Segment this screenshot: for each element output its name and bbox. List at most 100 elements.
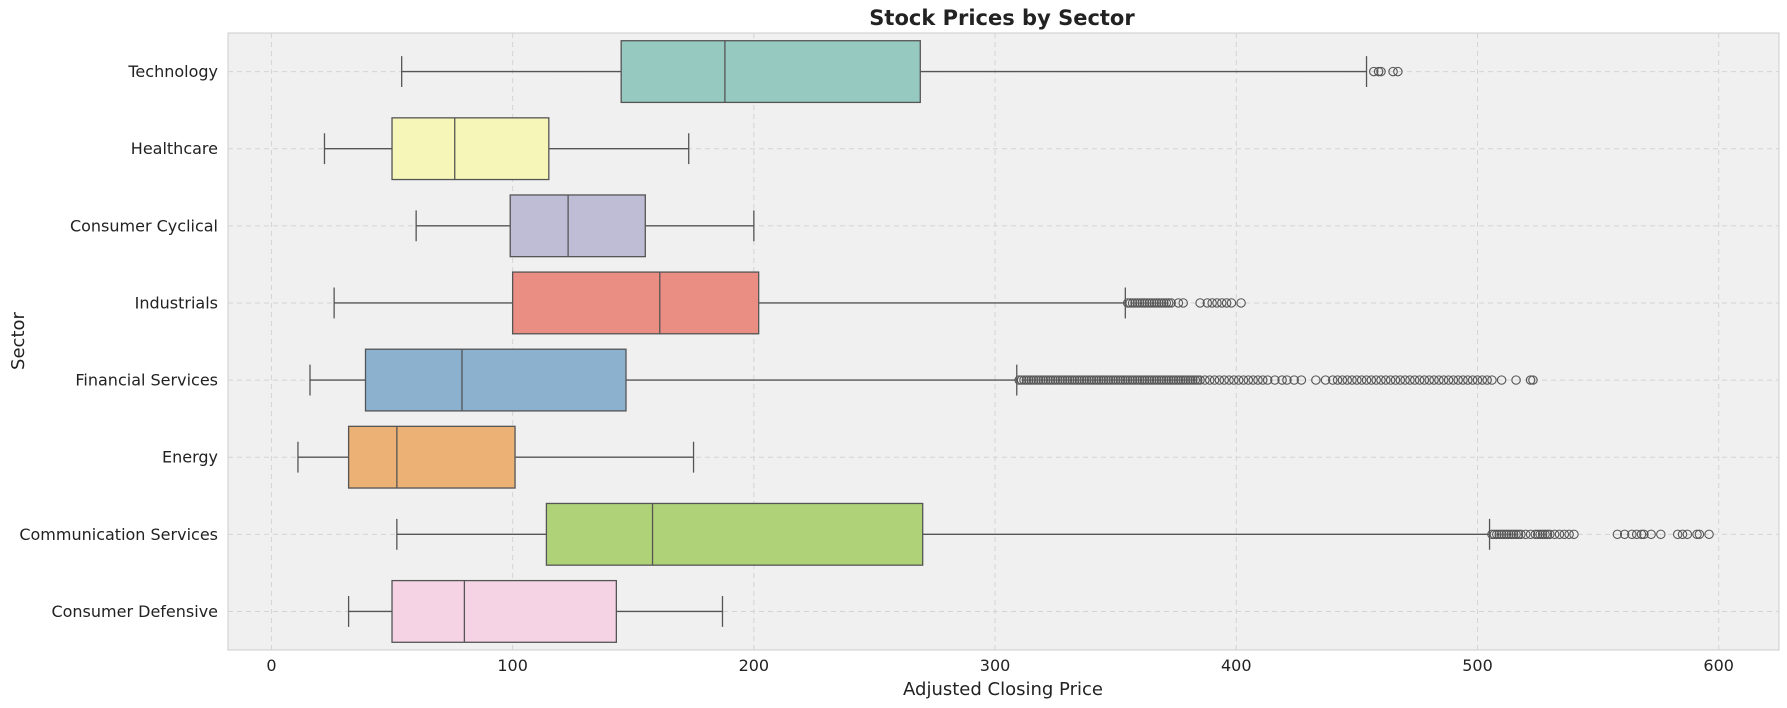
outlier-point xyxy=(1067,375,1077,385)
outlier-point xyxy=(1487,529,1497,540)
outlier-point xyxy=(1166,298,1176,308)
outlier-point xyxy=(1043,375,1053,385)
y-tick-label: Financial Services xyxy=(75,371,218,390)
outlier-point xyxy=(1060,375,1070,385)
outlier-point xyxy=(1014,375,1024,385)
outlier-point xyxy=(1161,375,1172,385)
outlier-point xyxy=(1482,375,1492,385)
outlier-point xyxy=(1159,375,1169,385)
outlier-point xyxy=(1639,529,1649,540)
outlier-point xyxy=(1233,375,1244,385)
box-financial-services xyxy=(309,348,1538,412)
outlier-point xyxy=(1125,375,1135,385)
outlier-point xyxy=(1253,375,1263,385)
outlier-point xyxy=(1135,298,1145,308)
y-axis-label: Sector xyxy=(8,311,29,369)
y-tick-label: Industrials xyxy=(135,293,218,312)
outlier-point xyxy=(1438,375,1449,385)
outlier-point xyxy=(1540,529,1550,540)
outlier-point xyxy=(1429,375,1439,385)
outlier-point xyxy=(1229,375,1239,385)
outlier-point xyxy=(1395,375,1406,385)
outlier-point xyxy=(1132,375,1143,385)
outlier-point xyxy=(1388,66,1398,77)
outlier-point xyxy=(1542,529,1553,540)
y-tick-label: Consumer Defensive xyxy=(51,602,218,621)
outlier-point xyxy=(1142,298,1152,308)
outlier-point xyxy=(1410,375,1420,385)
outlier-point xyxy=(1195,298,1205,308)
outlier-point xyxy=(1195,375,1205,385)
box-industrials xyxy=(333,271,1246,335)
outlier-point xyxy=(1530,529,1541,540)
outlier-point xyxy=(1086,375,1097,385)
outlier-point xyxy=(1214,375,1225,385)
outlier-point xyxy=(1467,375,1478,385)
outlier-point xyxy=(1393,66,1403,77)
x-tick-label: 200 xyxy=(739,656,770,675)
outlier-point xyxy=(1050,375,1061,385)
outlier-point xyxy=(1151,375,1162,385)
y-tick-label: Energy xyxy=(162,448,218,467)
outlier-point xyxy=(1024,375,1034,385)
y-tick-label: Healthcare xyxy=(131,139,218,158)
outlier-point xyxy=(1704,529,1714,540)
outlier-point xyxy=(1224,375,1234,385)
outlier-point xyxy=(1463,375,1473,385)
outlier-point xyxy=(1096,375,1106,385)
outlier-point xyxy=(1342,375,1352,385)
box-consumer-cyclical xyxy=(415,194,755,258)
outlier-point xyxy=(1619,529,1630,540)
outlier-point xyxy=(1033,375,1044,385)
outlier-point xyxy=(1103,375,1114,385)
outlier-point xyxy=(1238,375,1249,385)
outlier-point xyxy=(1371,375,1381,385)
outlier-point xyxy=(1277,375,1287,385)
outlier-point xyxy=(1202,298,1213,308)
box-consumer-defensive xyxy=(347,579,724,643)
outlier-point xyxy=(1564,529,1574,540)
outlier-point xyxy=(1053,375,1063,385)
outlier-point xyxy=(1243,375,1254,385)
outlier-point xyxy=(1453,375,1463,385)
outlier-point xyxy=(1494,529,1504,540)
outlier-point xyxy=(1065,375,1075,385)
outlier-point xyxy=(1139,375,1150,385)
box-communication-services xyxy=(396,502,1714,566)
outlier-point xyxy=(1110,375,1121,385)
outlier-point xyxy=(1154,298,1164,308)
outlier-point xyxy=(1258,375,1268,385)
outlier-point xyxy=(1079,375,1090,385)
outlier-point xyxy=(1533,529,1543,540)
outlier-point xyxy=(1016,375,1027,385)
outlier-point xyxy=(1168,375,1179,385)
outlier-point xyxy=(1200,375,1210,385)
outlier-point xyxy=(1055,375,1065,385)
outlier-point xyxy=(1501,529,1512,540)
outlier-point xyxy=(1113,375,1123,385)
outlier-point xyxy=(1682,529,1693,540)
outlier-point xyxy=(1499,529,1509,540)
outlier-point xyxy=(1361,375,1372,385)
outlier-point xyxy=(1072,375,1082,385)
outlier-point xyxy=(1192,375,1203,385)
outlier-point xyxy=(1036,375,1046,385)
outlier-point xyxy=(1089,375,1099,385)
x-tick-label: 100 xyxy=(497,656,528,675)
outlier-point xyxy=(1504,529,1514,540)
outlier-point xyxy=(1161,298,1172,308)
outlier-point xyxy=(1448,375,1459,385)
outlier-point xyxy=(1516,529,1526,540)
outlier-point xyxy=(1081,375,1092,385)
outlier-point xyxy=(1101,375,1111,385)
iqr-box xyxy=(511,271,760,335)
iqr-box xyxy=(509,194,646,258)
outlier-point xyxy=(1311,375,1321,385)
outlier-point xyxy=(1337,375,1348,385)
outlier-point xyxy=(1209,375,1220,385)
x-tick-label: 400 xyxy=(1221,656,1252,675)
outlier-point xyxy=(1163,298,1174,308)
outlier-point xyxy=(1694,529,1705,540)
outlier-point xyxy=(1390,375,1401,385)
outlier-point xyxy=(1376,66,1386,77)
